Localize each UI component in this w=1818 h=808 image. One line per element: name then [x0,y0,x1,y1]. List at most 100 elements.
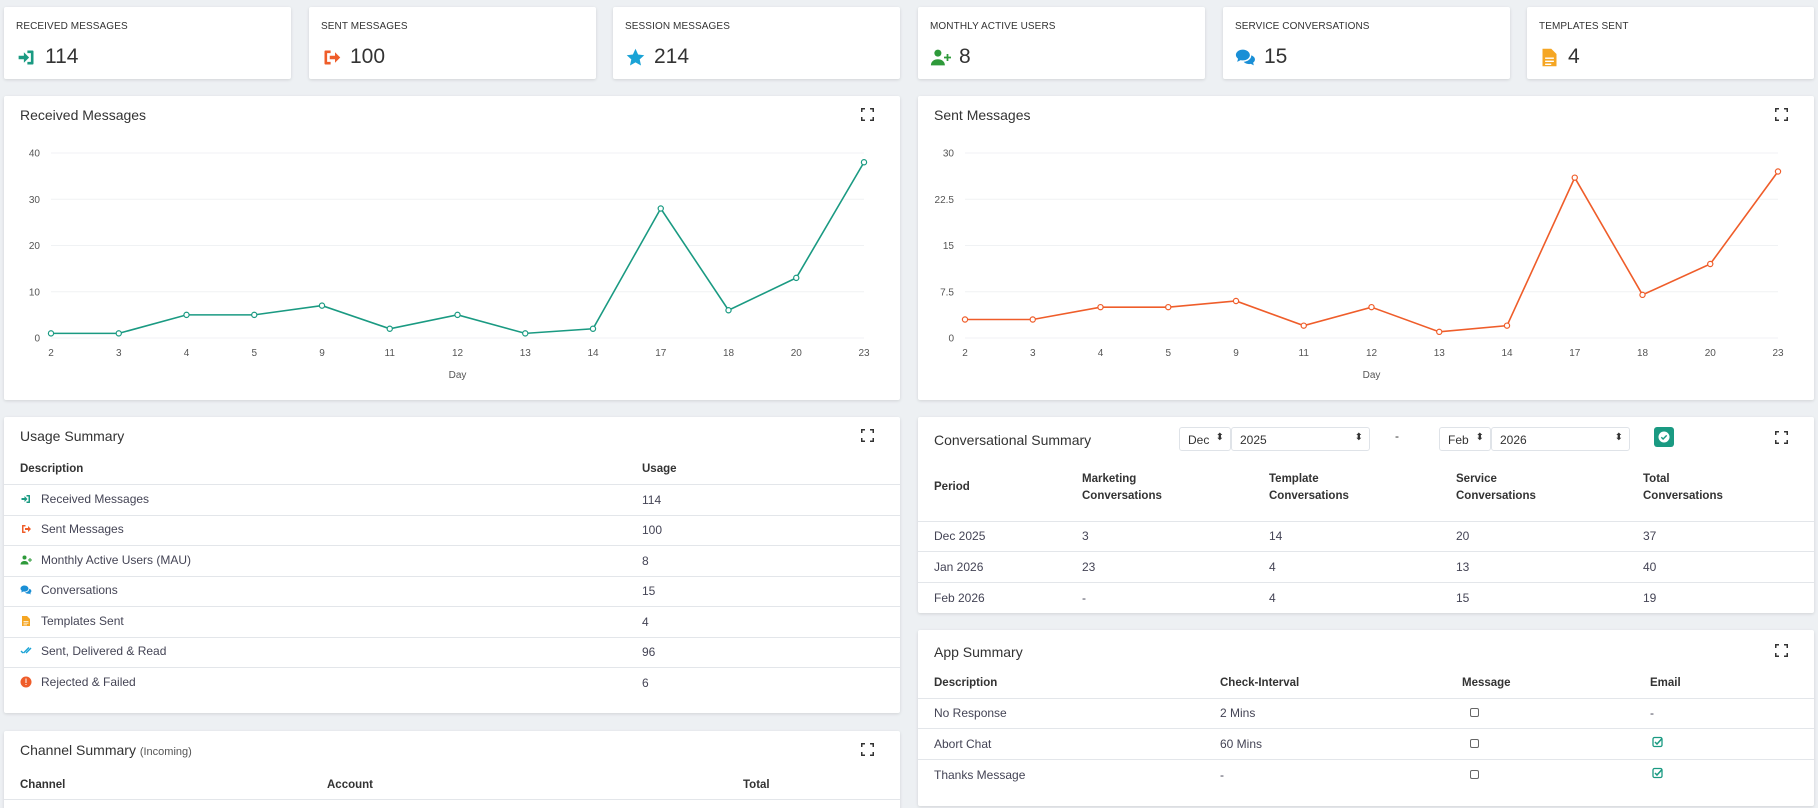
stat-card-sent: SENT MESSAGES 100 [309,7,596,79]
message-checkbox[interactable] [1470,708,1479,718]
data-point[interactable] [251,311,258,319]
table-row: Thanks Message - [918,759,1814,790]
expand-icon[interactable] [861,743,874,756]
x-tick-label: 2 [962,348,968,359]
data-point[interactable] [793,274,800,282]
stat-value: 214 [654,45,690,68]
expand-icon[interactable] [1775,431,1788,444]
column-header: Template Conversations [1269,472,1349,502]
data-point[interactable] [961,316,969,323]
checked-box-icon[interactable] [1652,767,1664,779]
received-messages-panel: Received Messages 0 10 20 30 40 2 3 4 5 9 11 12 13 14… [4,96,900,400]
column-header: Description [20,463,84,475]
sign-in-icon [20,493,32,505]
data-point[interactable] [1707,260,1714,268]
table-row: Monthly Active Users (MAU) 8 [4,545,900,577]
stat-value: 8 [959,45,971,68]
usage-summary-panel: Usage Summary Description Usage Received… [4,417,900,713]
x-tick-label: 4 [1098,348,1104,359]
panel-title-text: Channel Summary [20,742,136,758]
data-point[interactable] [725,307,732,314]
data-point[interactable] [657,205,664,212]
check-circle-icon [1658,431,1670,443]
x-tick-label: 13 [520,348,532,359]
description-cell: Abort Chat [934,736,992,751]
x-axis-label: Day [1363,370,1381,381]
column-header: Email [1650,676,1681,689]
interval-cell: - [1220,767,1224,782]
data-point[interactable] [522,330,529,337]
stat-label: TEMPLATES SENT [1539,21,1629,32]
y-tick-label: 30 [943,149,955,160]
marketing-cell: 23 [1082,559,1096,574]
x-tick-label: 11 [1299,348,1310,359]
panel-title: Conversational Summary [934,432,1092,448]
x-tick-label: 9 [319,348,325,359]
panel-title: Usage Summary [20,428,125,444]
data-point[interactable] [454,311,461,319]
sign-out-icon [321,47,342,68]
usage-label: Received Messages [41,491,150,506]
data-point[interactable] [1503,322,1511,329]
x-tick-label: 23 [1772,348,1784,359]
data-point[interactable] [1639,291,1646,299]
usage-table: Description Usage Received Messages 114 … [4,454,900,698]
data-point[interactable] [1368,303,1375,311]
panel-title: App Summary [934,644,1023,660]
data-point[interactable] [183,311,190,319]
stat-card-session: SESSION MESSAGES 214 [613,7,900,79]
template-cell: 4 [1269,590,1276,605]
usage-value: 15 [642,584,656,599]
period-cell: Feb 2026 [934,590,985,605]
data-point[interactable] [589,325,597,332]
table-row: Feb 2026 - 4 15 19 [918,582,1814,613]
data-point[interactable] [1774,168,1782,175]
message-checkbox[interactable] [1470,738,1479,748]
y-tick-label: 15 [943,241,955,252]
data-point[interactable] [1436,328,1443,336]
stat-card-received: RECEIVED MESSAGES 114 [4,7,291,79]
stat-value: 4 [1568,45,1580,68]
data-point[interactable] [1097,303,1104,311]
data-point[interactable] [386,325,393,332]
data-point[interactable] [1165,303,1172,311]
from-year-select[interactable]: 2025 [1231,427,1370,451]
panel-title: Sent Messages [934,107,1031,123]
table-row: Sent, Delivered & Read 96 [4,637,900,668]
expand-icon[interactable] [1775,644,1788,657]
sent-messages-panel: Sent Messages 0 7.5 15 22.5 30 2 3 4 5 9 11 12 13 14 1… [918,96,1814,400]
apply-button[interactable] [1654,427,1674,447]
date-separator: - [1395,429,1399,443]
conversational-summary-panel: Conversational Summary Dec 2025 - Feb 20… [918,417,1814,613]
data-point[interactable] [1300,322,1307,329]
to-month-select[interactable]: Feb [1439,427,1491,451]
conversational-table: Period Marketing Conversations Template Co… [918,455,1814,613]
email-cell: - [1650,706,1654,721]
data-point[interactable] [1029,316,1036,323]
data-point[interactable] [318,302,326,309]
comments-icon [20,584,32,596]
data-point[interactable] [860,159,868,166]
y-tick-label: 7.5 [940,287,954,298]
message-checkbox[interactable] [1470,769,1479,779]
total-cell: 37 [1643,529,1657,544]
to-year-select[interactable]: 2026 [1491,427,1630,451]
usage-value: 100 [642,523,663,538]
checked-box-icon[interactable] [1652,736,1664,748]
star-icon [625,47,646,68]
y-tick-label: 0 [948,334,954,345]
data-point[interactable] [47,330,55,337]
stat-label: SESSION MESSAGES [625,21,730,32]
data-point[interactable] [115,330,122,337]
panel-title: Received Messages [20,107,147,123]
x-tick-label: 17 [655,348,667,359]
data-point[interactable] [1571,174,1578,181]
expand-icon[interactable] [861,429,874,442]
usage-value: 114 [642,492,662,507]
from-month-select[interactable]: Dec [1179,427,1231,451]
stat-card-service: SERVICE CONVERSATIONS 15 [1223,7,1510,79]
data-point[interactable] [1232,297,1240,305]
period-cell: Jan 2026 [934,559,984,574]
